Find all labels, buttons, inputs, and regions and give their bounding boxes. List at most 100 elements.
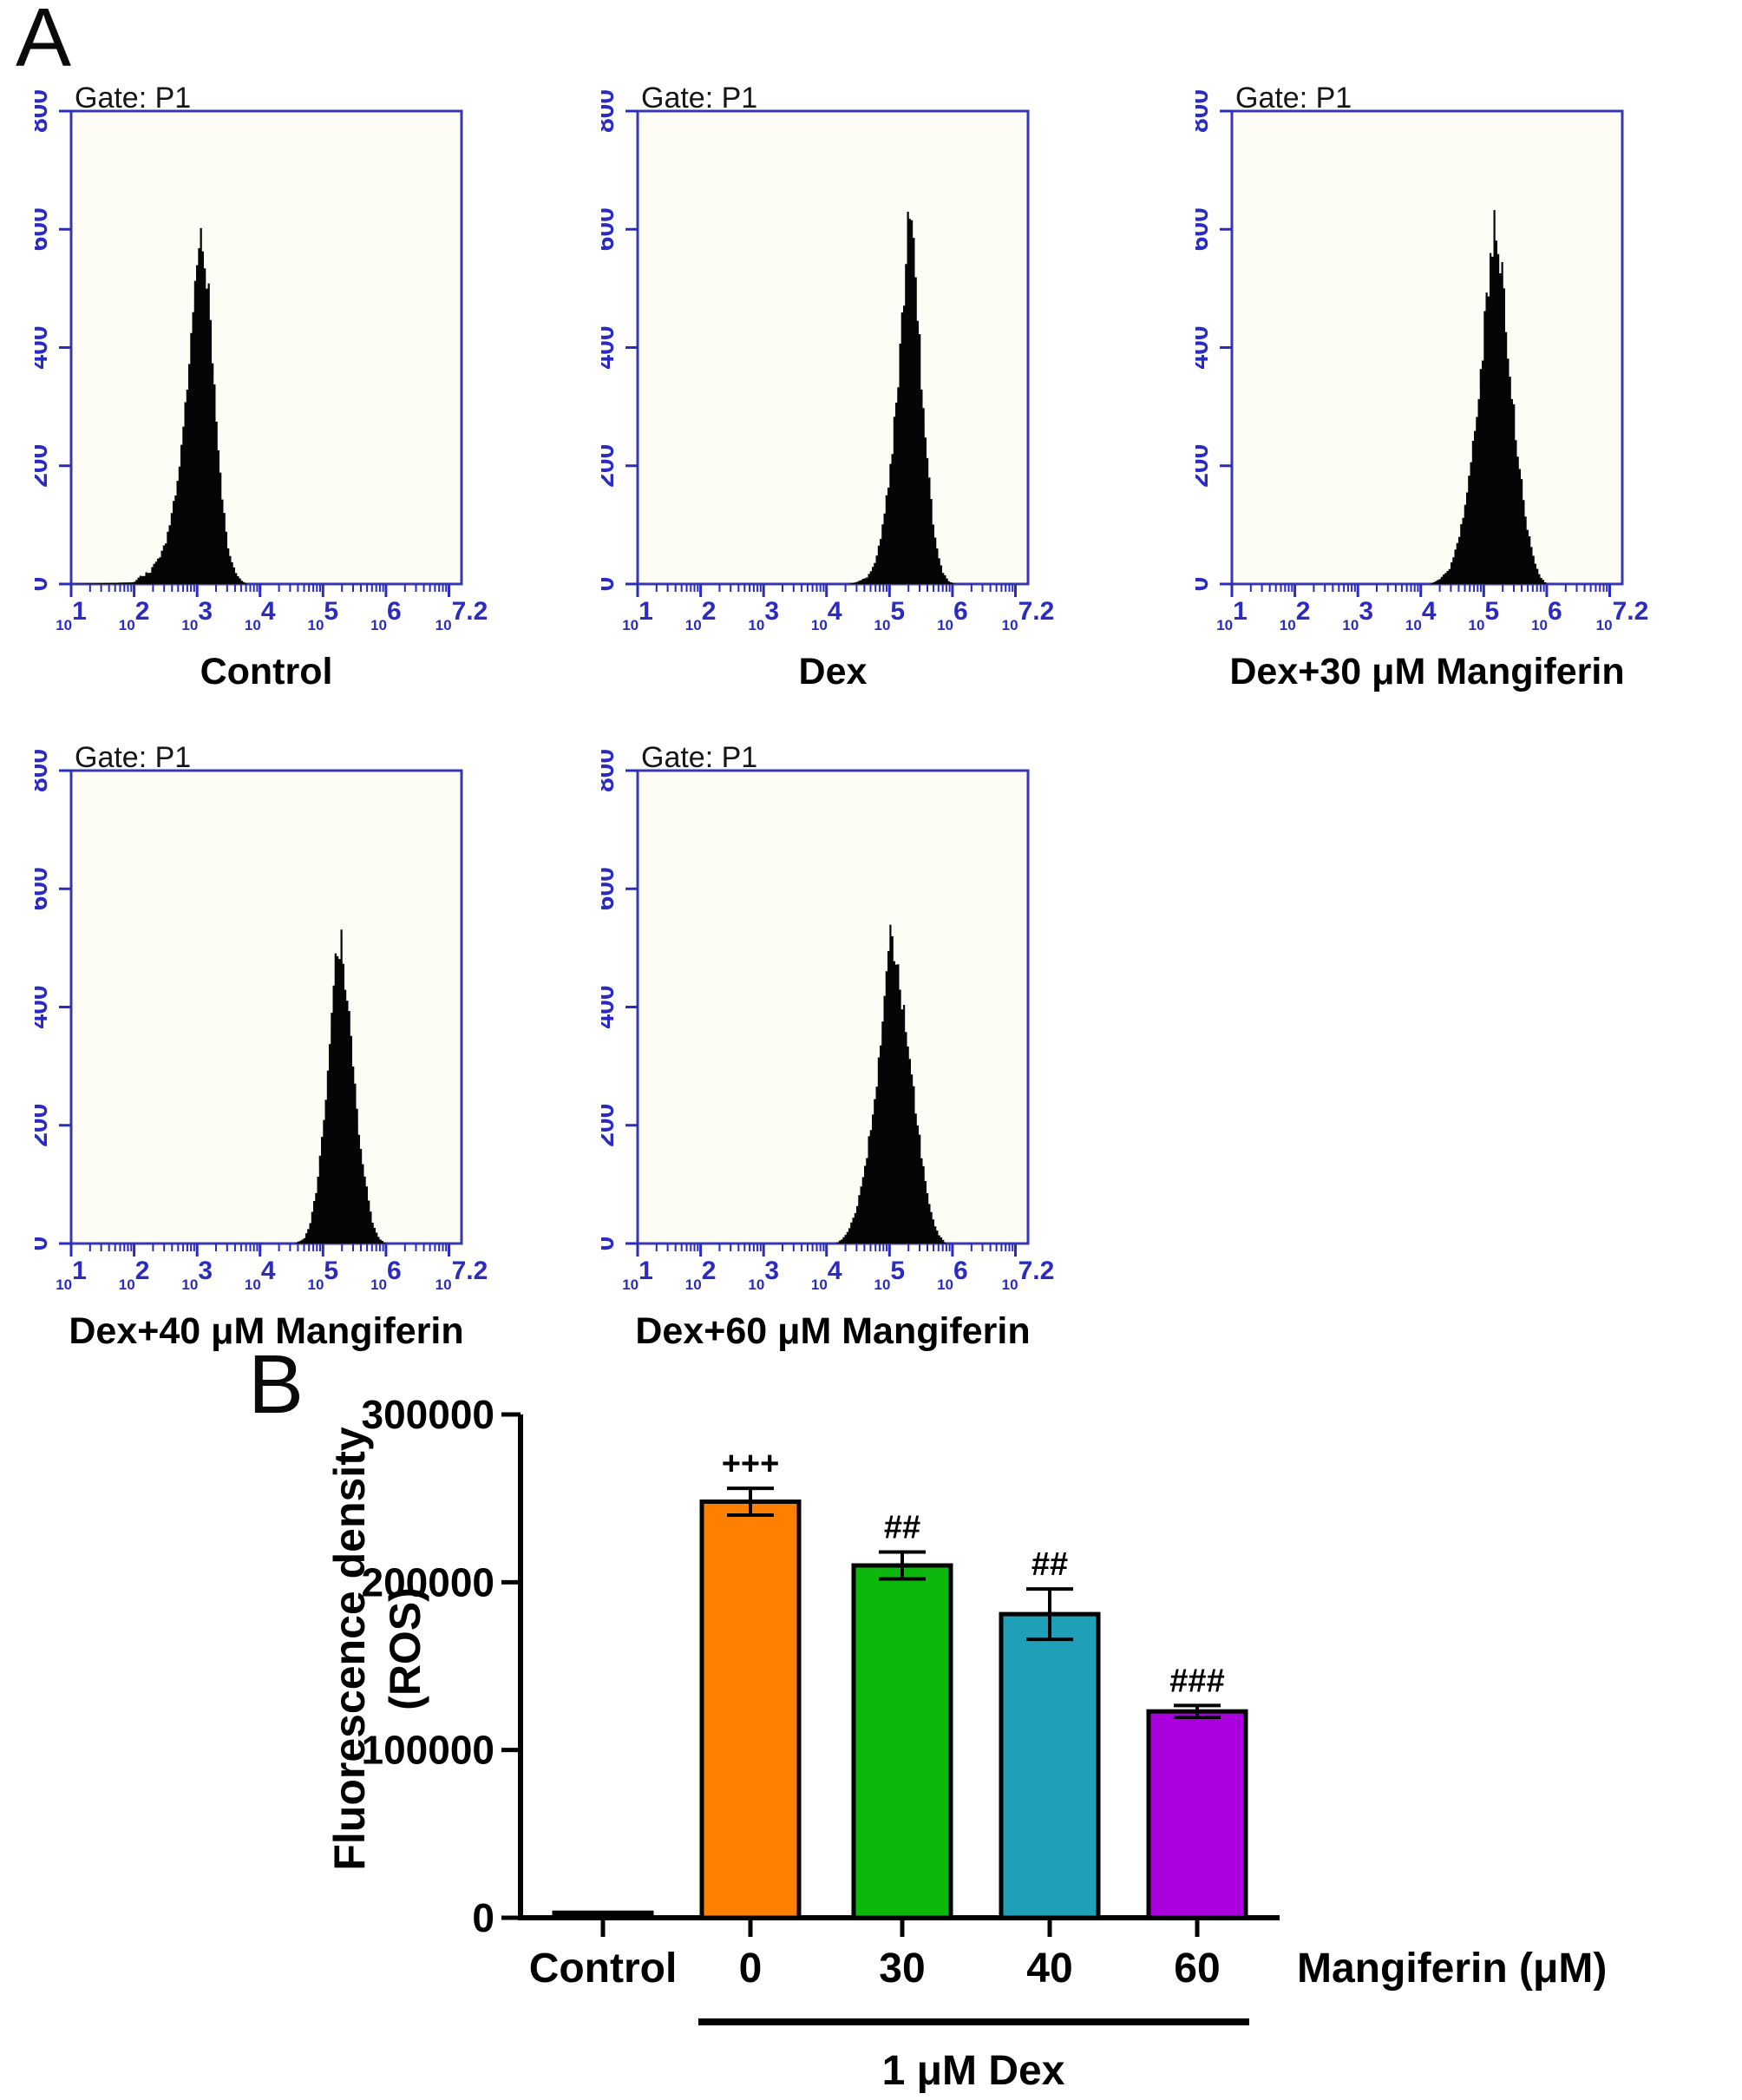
svg-text:600: 600 xyxy=(601,207,619,251)
ros-bar-chart: 0 100000 200000 300000 Fluorescence density(… xyxy=(325,1354,1742,2100)
svg-text:105: 105 xyxy=(307,1257,338,1293)
x-tick-labels: 101 102 103 104 105 106 107.2 xyxy=(56,597,488,633)
y-tick-labels: 0 100000 200000 300000 xyxy=(362,1392,495,1940)
svg-text:600: 600 xyxy=(35,207,53,251)
svg-text:400: 400 xyxy=(35,325,53,369)
gate-label: Gate: P1 xyxy=(1235,82,1352,115)
svg-text:107.2: 107.2 xyxy=(1002,1257,1055,1293)
svg-text:107.2: 107.2 xyxy=(436,597,488,633)
group-label: 1 μM Dex xyxy=(882,2048,1065,2094)
svg-text:101: 101 xyxy=(622,1257,653,1293)
svg-text:Control: Control xyxy=(529,1946,678,1992)
axis-frame xyxy=(636,769,1030,1245)
svg-text:103: 103 xyxy=(181,597,213,633)
bar-60 xyxy=(1146,1709,1248,1920)
x-ticks xyxy=(69,584,450,597)
svg-text:104: 104 xyxy=(811,1257,842,1293)
svg-text:40: 40 xyxy=(1026,1946,1072,1992)
svg-text:106: 106 xyxy=(937,597,968,633)
y-tick-labels: 0 200 400 600 800 xyxy=(601,749,619,1250)
svg-text:0: 0 xyxy=(601,1237,619,1251)
y-ticks xyxy=(59,109,71,586)
x-ticks xyxy=(636,1244,1017,1257)
svg-text:400: 400 xyxy=(35,985,53,1028)
svg-text:101: 101 xyxy=(56,1257,87,1293)
svg-text:+++: +++ xyxy=(722,1446,780,1482)
histogram-dex-60: 0 200 400 600 800 101 102 103 104 105 106 107.2 Gat… xyxy=(601,738,1087,1355)
svg-text:101: 101 xyxy=(1216,597,1248,633)
axis-frame xyxy=(1230,109,1624,586)
histogram-dex-30: 0 200 400 600 800 101 102 103 104 105 106 107.2 Gat… xyxy=(1195,78,1681,696)
svg-text:102: 102 xyxy=(1280,597,1311,633)
histogram-control: 0 200 400 600 800 101 102 103 104 105 106 107.2 Gat… xyxy=(35,78,521,696)
svg-text:400: 400 xyxy=(601,985,619,1028)
svg-text:800: 800 xyxy=(601,749,619,792)
x-tick-labels: 101 102 103 104 105 106 107.2 xyxy=(622,1257,1054,1293)
axis-frame xyxy=(69,109,463,586)
y-tick-labels: 0 200 400 600 800 xyxy=(1195,89,1214,591)
svg-text:102: 102 xyxy=(685,1257,717,1293)
svg-text:106: 106 xyxy=(937,1257,968,1293)
histogram-caption: Dex+40 μM Mangiferin xyxy=(69,1310,464,1352)
bar-0 xyxy=(699,1500,802,1920)
histogram-plot: 0 200 400 600 800 101 102 103 104 105 106 107.2 xyxy=(1195,89,1648,633)
svg-text:400: 400 xyxy=(1195,325,1214,369)
svg-text:105: 105 xyxy=(307,597,338,633)
bar-40 xyxy=(999,1611,1101,1920)
x-ticks xyxy=(1230,584,1611,597)
svg-text:600: 600 xyxy=(601,867,619,910)
mangiferin-axis-label: Mangiferin (μM) xyxy=(1297,1946,1607,1992)
svg-text:105: 105 xyxy=(874,597,905,633)
svg-text:800: 800 xyxy=(35,749,53,792)
svg-text:105: 105 xyxy=(1468,597,1499,633)
histogram-series xyxy=(71,929,462,1244)
svg-text:200: 200 xyxy=(35,1104,53,1147)
svg-text:200: 200 xyxy=(601,1104,619,1147)
svg-text:107.2: 107.2 xyxy=(436,1257,488,1293)
gate-label: Gate: P1 xyxy=(75,741,192,774)
svg-text:101: 101 xyxy=(622,597,653,633)
svg-text:104: 104 xyxy=(1405,597,1437,633)
x-tick-labels: 101 102 103 104 105 106 107.2 xyxy=(622,597,1054,633)
svg-text:101: 101 xyxy=(56,597,87,633)
svg-text:##: ## xyxy=(1031,1546,1068,1583)
svg-text:106: 106 xyxy=(370,597,402,633)
svg-text:104: 104 xyxy=(245,597,276,633)
svg-text:0: 0 xyxy=(1195,577,1214,592)
bar-30 xyxy=(851,1563,953,1920)
svg-text:0: 0 xyxy=(35,577,53,592)
svg-text:0: 0 xyxy=(739,1946,763,1992)
histogram-dex-40: 0 200 400 600 800 101 102 103 104 105 106 107.2 Gat… xyxy=(35,738,521,1355)
svg-text:800: 800 xyxy=(601,89,619,133)
histogram-plot: 0 200 400 600 800 101 102 103 104 105 106 107.2 xyxy=(35,749,488,1293)
y-ticks xyxy=(625,109,638,586)
bar-Control xyxy=(552,1910,654,1920)
gate-label: Gate: P1 xyxy=(75,82,192,115)
bar-annotations: +++####### xyxy=(722,1446,1225,1699)
y-axis-title: Fluorescence density xyxy=(330,1427,374,1870)
svg-text:800: 800 xyxy=(1195,89,1214,133)
histogram-plot: 0 200 400 600 800 101 102 103 104 105 106 107.2 xyxy=(601,89,1054,633)
y-ticks xyxy=(625,769,638,1245)
svg-text:400: 400 xyxy=(601,325,619,369)
svg-text:800: 800 xyxy=(35,89,53,133)
svg-text:##: ## xyxy=(884,1510,920,1546)
histogram-plot: 0 200 400 600 800 101 102 103 104 105 106 107.2 xyxy=(601,749,1054,1293)
svg-text:200: 200 xyxy=(601,444,619,488)
panel-a-label: A xyxy=(16,0,72,84)
svg-text:300000: 300000 xyxy=(362,1392,495,1437)
x-tick-labels: 101 102 103 104 105 106 107.2 xyxy=(1216,597,1648,633)
x-ticks xyxy=(636,584,1017,597)
histogram-series xyxy=(638,212,1028,584)
svg-text:0: 0 xyxy=(35,1237,53,1251)
y-axis-title-line2: (ROS) xyxy=(381,1587,429,1710)
histogram-plot: 0 200 400 600 800 101 102 103 104 105 106 107.2 xyxy=(35,89,488,633)
gate-label: Gate: P1 xyxy=(641,82,758,115)
error-bars xyxy=(727,1486,1221,1719)
svg-text:103: 103 xyxy=(181,1257,213,1293)
svg-text:104: 104 xyxy=(811,597,842,633)
histogram-caption: Dex xyxy=(798,651,868,692)
svg-text:105: 105 xyxy=(874,1257,905,1293)
y-tick-labels: 0 200 400 600 800 xyxy=(35,749,53,1250)
